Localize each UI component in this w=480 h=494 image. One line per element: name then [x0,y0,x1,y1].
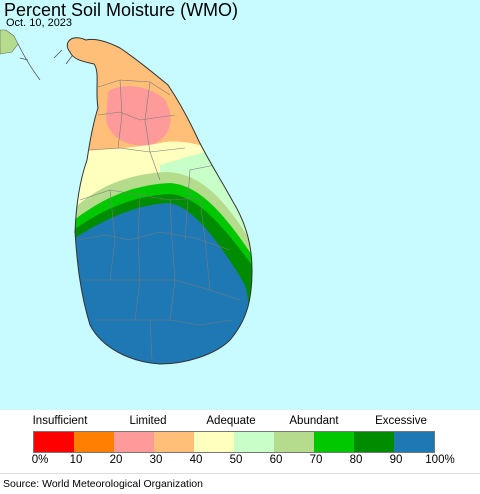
legend-tick: 30 [149,454,163,466]
map-title: Percent Soil Moisture (WMO) [4,0,239,20]
source-credit: Source: World Meteorological Organizatio… [3,478,203,490]
legend-swatch [154,432,194,452]
footer-divider [0,473,480,474]
legend-tick: 10 [69,454,83,466]
legend-swatch [34,432,74,452]
legend-swatch [114,432,154,452]
ocean [0,0,480,410]
legend-category-insufficient: Insufficient [32,415,88,427]
legend-tick: 100% [425,454,455,466]
india-coast-outline [17,43,73,81]
sri-lanka-outline [66,37,253,365]
legend-category-excessive: Excessive [375,415,427,427]
map-panel [0,0,480,410]
legend-category-abundant: Abundant [289,415,339,427]
zone-light-green [160,150,252,260]
legend-category-adequate: Adequate [206,415,256,427]
legend-swatch [394,432,434,452]
legend-tick: 40 [189,454,203,466]
legend-tick: 60 [269,454,283,466]
legend-tick: 50 [229,454,243,466]
legend-swatch [314,432,354,452]
map-date: Oct. 10, 2023 [6,17,73,29]
soil-moisture-map [0,0,480,410]
legend-color-bar [33,431,435,453]
legend-tick: 70 [309,454,323,466]
legend-swatch [234,432,274,452]
legend-tick: 20 [109,454,123,466]
legend-category-limited: Limited [129,415,167,427]
legend-tick: 0% [31,454,49,466]
legend-tick: 90 [389,454,403,466]
district-borders [77,79,241,361]
legend-swatch [354,432,394,452]
legend-swatch [74,432,114,452]
zone-excessive-blue [67,203,249,364]
legend-swatch [274,432,314,452]
zone-limited-pink [106,86,171,146]
legend-swatch [194,432,234,452]
legend: Insufficient Limited Adequate Abundant E… [0,410,480,472]
legend-tick: 80 [349,454,363,466]
